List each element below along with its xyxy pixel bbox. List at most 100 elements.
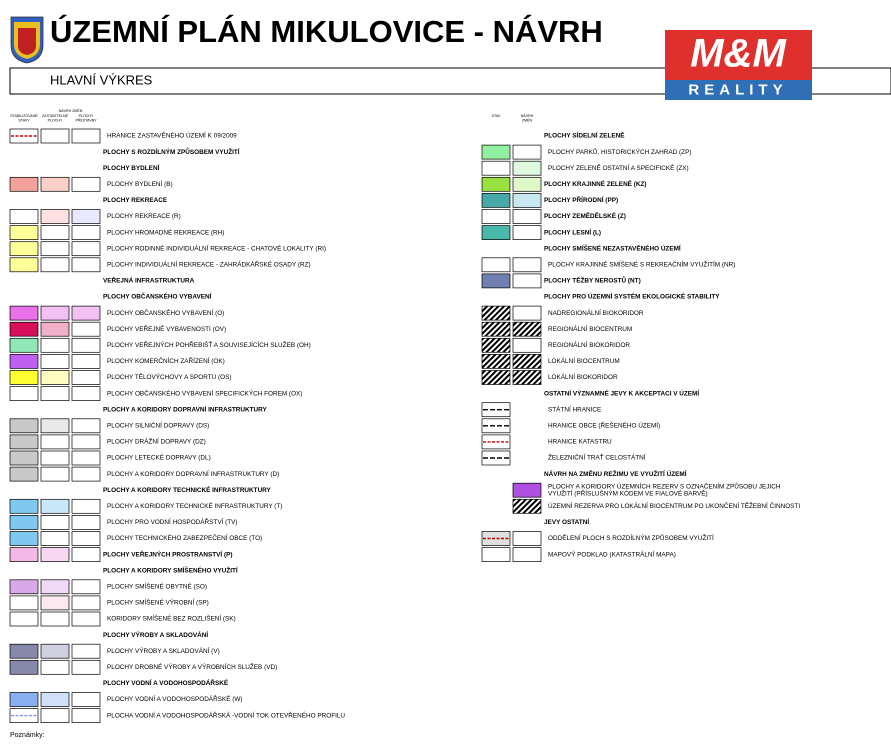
notes-label: Poznámky: [10,732,45,739]
swatch [9,337,39,353]
swatch [71,321,101,337]
swatch [9,595,39,611]
swatch [40,595,70,611]
swatch [481,531,511,546]
legend-label: VYUŽITÍ (PŘÍSLUŠNÝM KÓDEM VE FIALOVÉ BAR… [548,488,708,497]
swatch [9,643,39,659]
swatch [481,321,511,337]
swatch [71,692,101,707]
legend-label: PLOCHY DROBNÉ VÝROBY A VÝROBNÍCH SLUŽEB … [107,662,277,671]
swatch [71,305,101,321]
swatch [481,209,511,224]
section-heading: PLOCHY A KORIDORY DOPRAVNÍ INFRASTRUKTUR… [103,404,268,413]
section-heading: VEŘEJNÁ INFRASTRUKTURA [103,276,195,285]
swatch [71,466,101,482]
swatch [40,466,70,482]
legend-label: PLOCHY LESNÍ (L) [544,227,601,236]
swatch [9,579,39,595]
swatch [9,386,39,401]
legend-label: REGIONÁLNÍ BIOCENTRUM [548,324,632,333]
legend-label: LOKÁLNÍ BIOKORIDOR [548,372,618,381]
swatch [9,370,39,385]
swatch [40,354,70,369]
swatch [512,209,542,224]
swatch [9,531,39,546]
swatch [9,418,39,434]
swatch [40,128,70,144]
legend-label: PLOCHY BYDLENÍ (B) [107,179,173,188]
legend-label: PLOCHY OBČANSKÉHO VYBAVENÍ (O) [107,308,224,317]
swatch [481,337,511,353]
swatch [9,241,39,257]
legend-label: PLOCHY DRÁŽNÍ DOPRAVY (DZ) [107,437,206,446]
section-heading: PLOCHY VÝROBY A SKLADOVÁNÍ [103,630,208,639]
section-heading: JEVY OSTATNÍ [544,517,589,526]
swatch [71,176,101,192]
swatch [9,466,39,482]
swatch [512,337,542,353]
swatch [40,370,70,385]
swatch [71,209,101,224]
legend-label: HRANICE ZASTAVĚNÉHO ÚZEMÍ K 09/2009 [107,131,237,140]
swatch [40,321,70,337]
legend-label: PLOCHY PRO VODNÍ HOSPODÁŘSTVÍ (TV) [107,517,238,526]
swatch [9,434,39,450]
swatch [40,434,70,450]
swatch [40,611,70,627]
logo: M&M REALITY [665,30,812,100]
swatch [71,611,101,627]
swatch [481,547,511,562]
swatch [9,515,39,530]
swatch [71,128,101,144]
legend-label: ÚZEMNÍ REZERVA PRO LOKÁLNÍ BIOCENTRUM PO… [548,501,800,510]
swatch [40,176,70,192]
legend-label: PLOCHY VEŘEJNÝCH POHŘEBIŠŤ A SOUVISEJÍCÍ… [107,340,311,349]
legend-label: PLOCHY VÝROBY A SKLADOVÁNÍ (V) [107,646,220,655]
legend-label: ŽELEZNIČNÍ TRAŤ CELOSTÁTNÍ [548,453,646,462]
swatch [481,450,511,466]
crest [10,16,44,64]
legend-label: PLOCHY TECHNICKÉHO ZABEZPEČENÍ OBCE (TO) [107,533,262,542]
legend-label: STÁTNÍ HRANICE [548,404,601,413]
swatch [71,708,101,723]
column-header: STAV [492,114,501,118]
swatch [40,225,70,240]
swatch [9,209,39,224]
legend-label: PLOCHY PARKŮ, HISTORICKÝCH ZAHRAD (ZP) [548,147,691,156]
column-header: STAVY [18,118,30,122]
legend-label: PLOCHY HROMADNÉ REKREACE (RH) [107,227,224,236]
swatch [481,370,511,385]
swatch [512,160,542,176]
legend-label: ODDĚLENÍ PLOCH S ROZDÍLNÝM ZPŮSOBEM VYUŽ… [548,533,714,542]
swatch [71,531,101,546]
legend-label: PLOCHY SILNIČNÍ DOPRAVY (DS) [107,420,209,429]
swatch [9,450,39,466]
swatch [40,579,70,595]
column-header: PLOCHY [48,118,63,122]
column-header: STABILIZOVANÉ [10,113,38,118]
legend-label: PLOCHY LETECKÉ DOPRAVY (DL) [107,453,211,462]
swatch [512,305,542,321]
column-header: NÁVRH [521,114,534,118]
section-heading: PLOCHY BYDLENÍ [103,163,160,172]
swatch [512,225,542,240]
swatch [9,305,39,321]
swatch [512,354,542,369]
swatch [9,257,39,273]
swatch [481,305,511,321]
section-heading: PLOCHY OBČANSKÉHO VYBAVENÍ [103,292,212,301]
swatch [9,128,39,144]
swatch [40,659,70,675]
section-heading: PLOCHY SMÍŠENÉ NEZASTAVĚNÉHO ÚZEMÍ [544,243,681,252]
legend-label: PLOCHY VEŘEJNÉ VYBAVENOSTI (OV) [107,324,226,333]
legend-label: PLOCHY RODINNÉ INDIVIDUÁLNÍ REKREACE - C… [107,243,326,252]
subtitle-box [9,67,891,95]
swatch [9,547,39,562]
legend-label: HRANICE KATASTRU [548,439,612,446]
column-header: ZASTAVITELNÉ [42,113,69,118]
legend-label: HRANICE OBCE (ŘEŠENÉHO ÚZEMÍ) [548,420,660,429]
swatch [40,337,70,353]
swatch [512,531,542,546]
legend-label: PLOCHY ZELENĚ OSTATNÍ A SPECIFICKÉ (ZX) [548,163,689,172]
legend-label: PLOCHY A KORIDORY TECHNICKÉ INFRASTRUKTU… [107,501,282,510]
